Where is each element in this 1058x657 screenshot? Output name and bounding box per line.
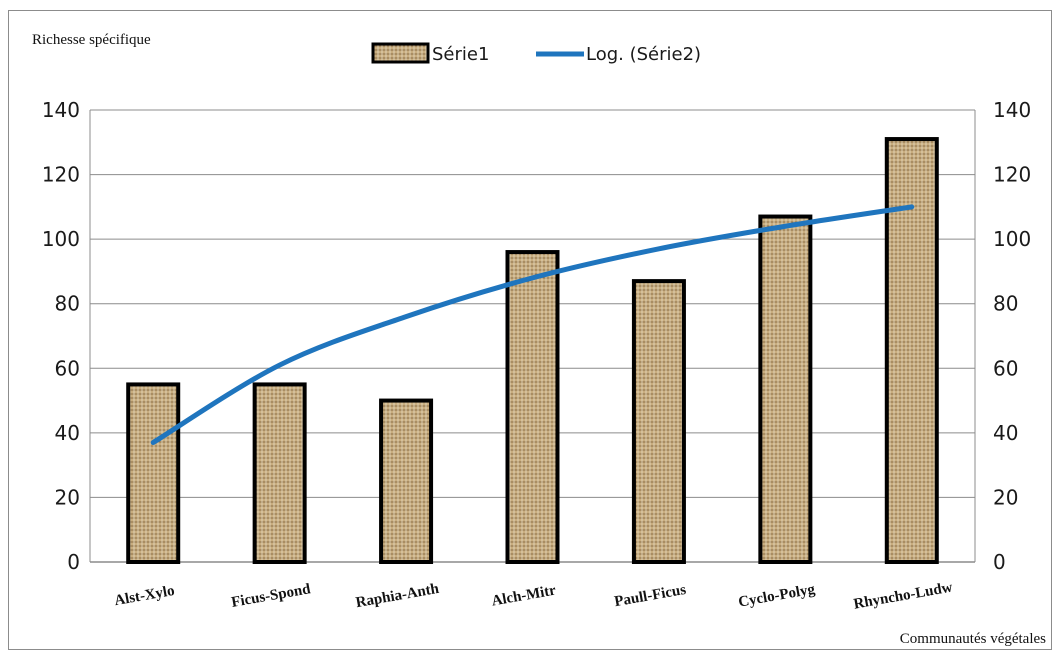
y-axis-title: Richesse spécifique [32,32,151,48]
y-tick-label-right: 80 [993,292,1018,316]
x-tick-label: Alch-Mitr [490,582,557,609]
bar-rhyncho-ludw [884,137,939,565]
x-tick-label: Raphia-Anth [355,581,441,611]
y-tick-label-right: 20 [993,485,1018,509]
y-tick-label-left: 40 [55,421,80,445]
legend-label-series2: Log. (Série2) [586,44,701,65]
x-axis-title: Communautés végétales [900,631,1046,647]
y-tick-label-left: 0 [67,550,80,574]
y-tick-label-right: 100 [993,227,1031,251]
y-tick-label-right: 60 [993,356,1018,380]
bar-raphia-anth [379,398,434,565]
x-tick-label: Alst-Xylo [113,583,176,609]
y-tick-label-right: 120 [993,163,1031,187]
legend-label-series1: Série1 [432,44,489,65]
y-tick-label-right: 0 [993,550,1006,574]
y-tick-label-left: 100 [42,227,80,251]
legend: Série1 Log. (Série2) [371,42,701,65]
y-tick-label-right: 140 [993,98,1031,122]
y-tick-label-left: 120 [42,163,80,187]
bar-alst-xylo [126,382,181,564]
y-tick-label-left: 60 [55,356,80,380]
y-tick-label-left: 20 [55,485,80,509]
x-tick-label: Ficus-Spond [230,581,312,611]
trend-line-series2 [150,204,915,446]
bar-ficus-spond [252,382,307,564]
legend-swatch-bar [371,42,430,64]
y-tick-label-left: 80 [55,292,80,316]
bar-alch-mitr [505,250,560,565]
x-tick-label: Rhyncho-Ludw [852,579,953,612]
y-tick-label-left: 140 [42,98,80,122]
y-tick-label-right: 40 [993,421,1018,445]
bar-paull-ficus [631,279,686,564]
x-tick-label: Cyclo-Polyg [737,581,817,610]
x-tick-label: Paull-Ficus [613,582,687,610]
bar-cyclo-polyg [758,214,813,565]
